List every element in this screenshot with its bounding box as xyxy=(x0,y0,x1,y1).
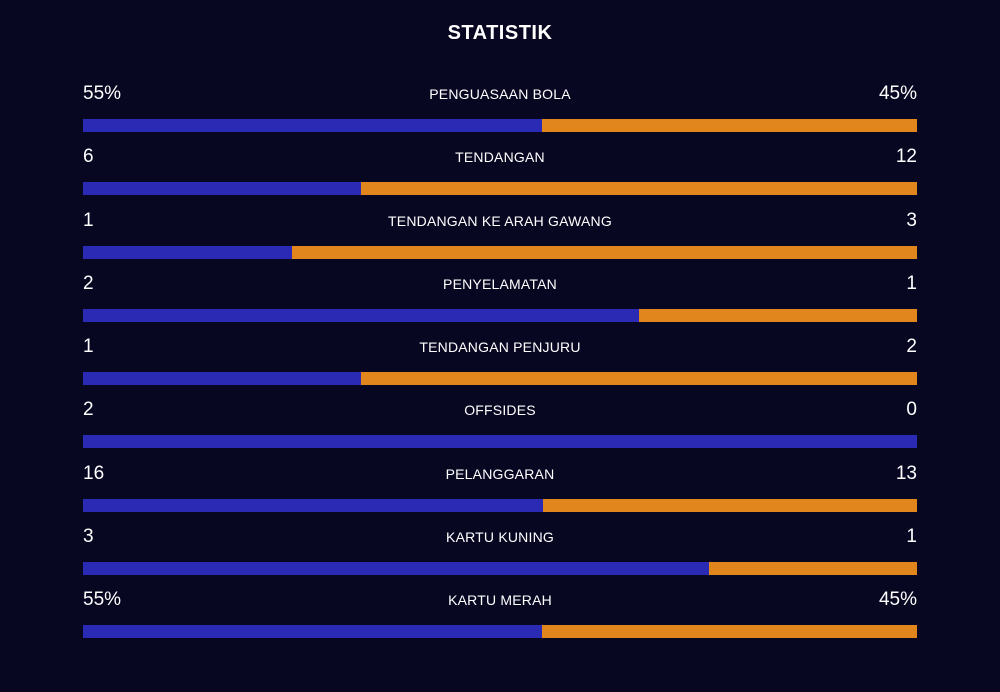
stat-label: PENGUASAAN BOLA xyxy=(429,86,571,102)
stat-label: TENDANGAN PENJURU xyxy=(419,339,581,356)
comparison-bar xyxy=(83,308,917,322)
home-bar-segment xyxy=(83,562,709,576)
home-bar-segment xyxy=(83,308,639,322)
stat-label: TENDANGAN xyxy=(455,149,545,166)
away-value: 1 xyxy=(906,272,917,294)
home-value: 55% xyxy=(83,589,122,611)
away-value: 0 xyxy=(906,399,917,421)
home-value: 1 xyxy=(83,336,94,358)
home-value: 6 xyxy=(83,146,94,168)
away-value: 45% xyxy=(878,589,917,611)
home-bar-segment xyxy=(83,245,292,259)
home-value: 2 xyxy=(83,272,94,294)
away-value: 45% xyxy=(878,83,917,104)
away-bar-segment xyxy=(543,498,917,512)
comparison-bar xyxy=(83,498,917,512)
comparison-bar xyxy=(83,435,917,449)
away-bar-segment xyxy=(708,562,917,576)
home-value: 55% xyxy=(83,83,122,104)
home-value: 1 xyxy=(83,209,94,231)
home-bar-segment xyxy=(83,182,361,196)
home-value: 2 xyxy=(83,399,94,421)
stat-row: 2 PENYELAMATAN 1 xyxy=(83,269,917,332)
away-bar-segment xyxy=(360,372,917,386)
stat-row: 6 TENDANGAN 12 xyxy=(83,142,917,205)
stat-row: 3 KARTU KUNING 1 xyxy=(83,522,917,585)
comparison-bar xyxy=(83,245,917,259)
home-value: 3 xyxy=(83,526,94,548)
away-bar-segment xyxy=(638,308,917,322)
stat-label: PENYELAMATAN xyxy=(443,275,557,292)
home-bar-segment xyxy=(83,498,544,512)
home-bar-segment xyxy=(83,625,542,639)
stat-label: KARTU KUNING xyxy=(446,529,554,546)
stat-row: 1 TENDANGAN PENJURU 2 xyxy=(83,332,917,395)
away-value: 13 xyxy=(895,462,917,484)
comparison-bar xyxy=(83,625,917,639)
away-value: 2 xyxy=(906,336,917,358)
away-value: 3 xyxy=(906,209,917,231)
away-bar-segment xyxy=(291,245,917,259)
stats-list: 55% PENGUASAAN BOLA 45% 6 TENDANGAN 12 1 TENDAN… xyxy=(83,79,917,649)
stat-row: 2 OFFSIDES 0 xyxy=(83,395,917,458)
away-bar-segment xyxy=(541,625,917,639)
comparison-bar xyxy=(83,119,917,132)
comparison-bar xyxy=(83,182,917,196)
stat-row: 16 PELANGGARAN 13 xyxy=(83,459,917,522)
stat-label: OFFSIDES xyxy=(464,402,536,419)
away-bar-segment xyxy=(360,182,917,196)
stat-label: KARTU MERAH xyxy=(448,592,552,609)
stat-label: PELANGGARAN xyxy=(445,465,555,482)
away-value: 12 xyxy=(895,146,917,168)
comparison-bar xyxy=(83,562,917,576)
stat-row: 1 TENDANGAN KE ARAH GAWANG 3 xyxy=(83,206,917,269)
stat-row: 55% KARTU MERAH 45% xyxy=(83,585,917,648)
home-value: 16 xyxy=(83,462,105,484)
away-bar-segment xyxy=(541,119,917,132)
comparison-bar xyxy=(83,372,917,386)
stat-label: TENDANGAN KE ARAH GAWANG xyxy=(388,212,612,229)
panel-title: STATISTIK xyxy=(447,22,553,44)
away-value: 1 xyxy=(906,526,917,548)
home-bar-segment xyxy=(83,372,361,386)
home-bar-segment xyxy=(83,435,917,449)
home-bar-segment xyxy=(83,119,542,132)
stat-row: 55% PENGUASAAN BOLA 45% xyxy=(83,79,917,142)
